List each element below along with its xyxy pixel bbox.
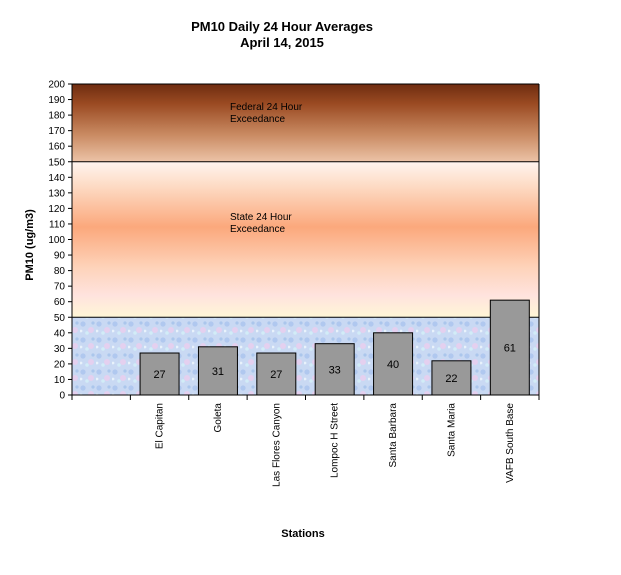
bar [489, 299, 530, 396]
chart-subtitle: April 14, 2015 [240, 35, 324, 50]
bar-value-label: 61 [504, 343, 516, 355]
bar [373, 332, 414, 396]
y-tick-label: 50 [54, 313, 66, 324]
band-annotation: Exceedance [230, 224, 285, 235]
x-tick-label: Santa Barbara [388, 403, 399, 468]
bar-value-label: 27 [270, 369, 282, 381]
bars [139, 299, 530, 396]
band-annotation: State 24 Hour [230, 212, 292, 223]
y-tick-label: 190 [48, 95, 65, 106]
x-tick-label: El Capitan [155, 403, 166, 449]
y-tick-label: 20 [54, 359, 66, 370]
y-tick-label: 30 [54, 344, 66, 355]
y-tick-label: 80 [54, 266, 66, 277]
y-tick-label: 160 [48, 142, 65, 153]
bar-value-label: 22 [445, 373, 457, 385]
bar [139, 352, 180, 396]
band-annotation: Federal 24 Hour [230, 102, 303, 113]
bar-value-label: 40 [387, 359, 399, 371]
y-tick-label: 100 [48, 235, 65, 246]
x-axis-label: Stations [281, 528, 325, 540]
y-tick-label: 0 [59, 391, 65, 402]
chart-title: PM10 Daily 24 Hour Averages [191, 19, 373, 34]
y-tick-label: 120 [48, 204, 65, 215]
x-tick-label: Las Flores Canyon [271, 403, 282, 487]
y-tick-label: 90 [54, 251, 66, 262]
x-tick-label: Lompoc H Street [330, 403, 341, 478]
band-1 [72, 161, 539, 318]
y-tick-label: 10 [54, 375, 66, 386]
y-tick-label: 170 [48, 126, 65, 137]
x-tick-label: Santa Maria [446, 403, 457, 457]
y-tick-label: 110 [49, 219, 65, 230]
bar [197, 346, 238, 396]
y-tick-label: 150 [48, 157, 65, 168]
bar-value-label: 33 [329, 364, 341, 376]
x-tick-label: Goleta [213, 403, 224, 433]
y-tick-label: 140 [48, 173, 65, 184]
y-tick-label: 180 [48, 111, 65, 122]
y-tick-label: 200 [48, 80, 65, 91]
band-2 [72, 84, 539, 162]
x-tick-label: VAFB South Base [505, 403, 516, 483]
y-tick-label: 130 [48, 188, 65, 199]
labels: 27 El Capitan 31 Goleta 27 Las Flores Canyon 3… [153, 343, 516, 487]
bar-value-label: 27 [153, 369, 165, 381]
y-tick-label: 60 [54, 297, 66, 308]
y-tick-label: 70 [54, 282, 66, 293]
bar [314, 343, 355, 396]
y-tick-label: 40 [54, 328, 66, 339]
bar-value-label: 31 [212, 366, 224, 378]
bar [256, 352, 297, 396]
band-annotation: Exceedance [230, 114, 285, 125]
bar [431, 360, 472, 396]
